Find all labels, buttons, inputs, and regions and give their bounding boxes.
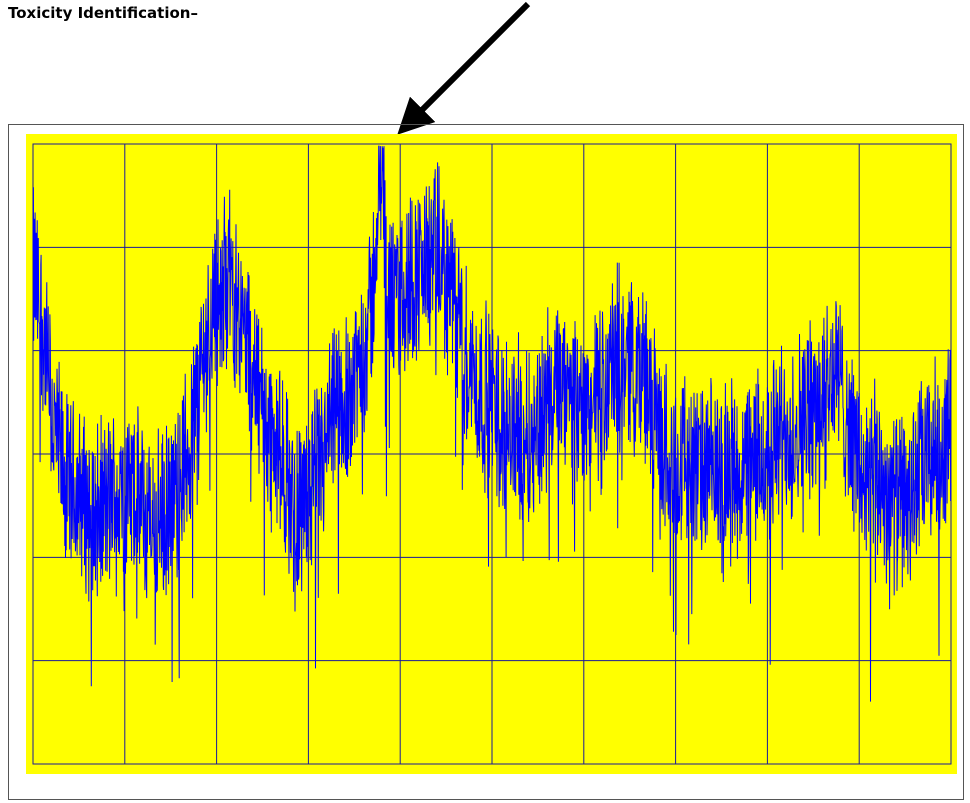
chart-frame — [8, 124, 964, 800]
signal-chart — [26, 134, 957, 774]
black-arrow-icon — [397, 1, 531, 135]
page-title: Toxicity Identification– — [8, 4, 198, 22]
series-trace — [32, 145, 952, 702]
